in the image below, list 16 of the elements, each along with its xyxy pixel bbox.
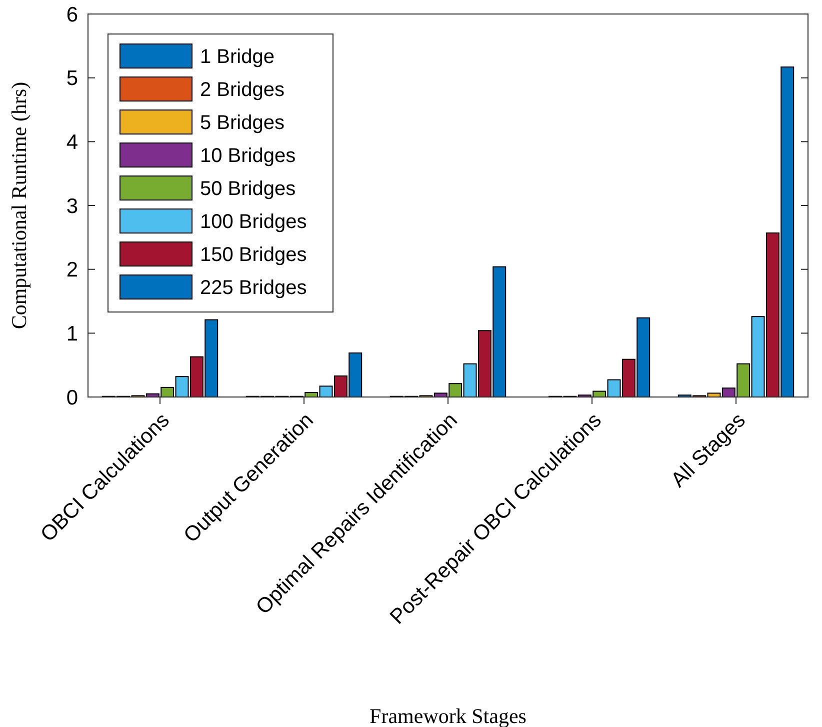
- legend-label: 10 Bridges: [200, 145, 296, 167]
- y-tick-label: 6: [66, 3, 78, 26]
- legend-label: 150 Bridges: [200, 244, 307, 266]
- legend-label: 100 Bridges: [200, 211, 307, 233]
- y-tick-label: 0: [66, 386, 78, 410]
- legend-label: 225 Bridges: [200, 277, 307, 299]
- legend-label: 5 Bridges: [200, 112, 284, 134]
- y-tick-label: 5: [66, 67, 78, 90]
- y-tick-label: 1: [66, 322, 78, 346]
- y-tick-label: 4: [66, 131, 78, 154]
- y-tick-label: 2: [66, 258, 78, 282]
- y-tick-label: 3: [66, 194, 78, 218]
- legend-label: 2 Bridges: [200, 79, 284, 101]
- legend-label: 1 Bridge: [200, 46, 274, 68]
- y-axis-title: Computational Runtime (hrs): [7, 82, 31, 330]
- legend-label: 50 Bridges: [200, 178, 296, 200]
